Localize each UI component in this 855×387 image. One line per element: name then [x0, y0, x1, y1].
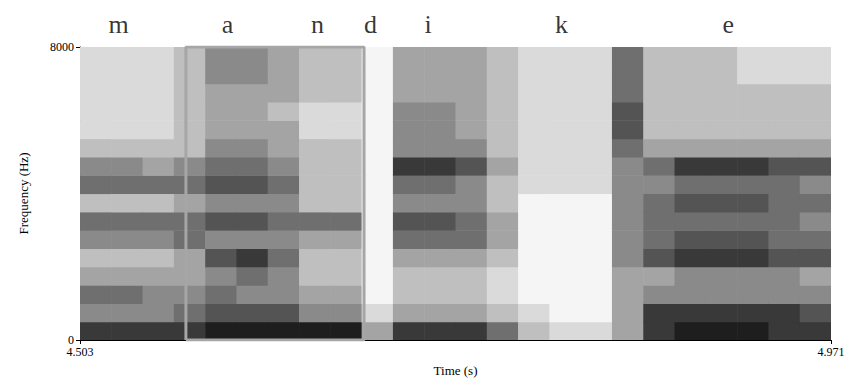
- svg-text:Frequency (Hz): Frequency (Hz): [16, 153, 31, 235]
- svg-text:n: n: [311, 10, 324, 39]
- svg-text:4.971: 4.971: [818, 345, 845, 359]
- svg-text:i: i: [425, 10, 432, 39]
- svg-text:a: a: [222, 10, 234, 39]
- svg-text:m: m: [108, 10, 128, 39]
- svg-text:e: e: [723, 10, 735, 39]
- svg-text:8000: 8000: [50, 40, 74, 54]
- svg-text:Time (s): Time (s): [434, 363, 478, 378]
- svg-text:k: k: [555, 10, 568, 39]
- svg-text:4.503: 4.503: [67, 345, 94, 359]
- svg-text:d: d: [364, 10, 377, 39]
- svg-text:0: 0: [68, 333, 74, 347]
